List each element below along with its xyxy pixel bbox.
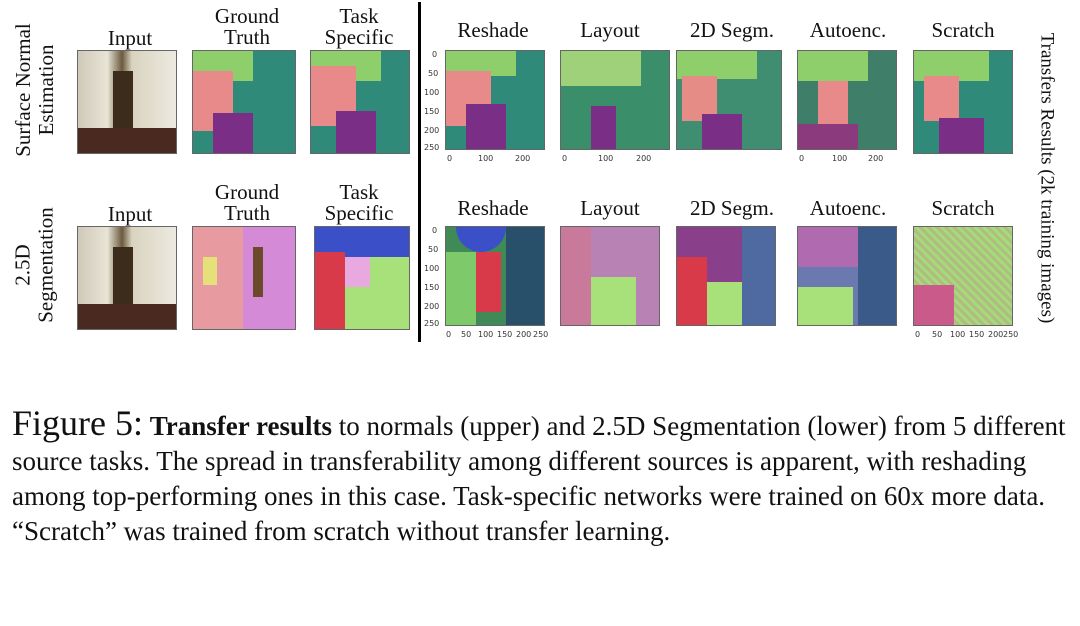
task-specific-segmentation-image (314, 226, 410, 330)
2d-segm-segmentation-transfer (676, 226, 776, 326)
divider-line (418, 2, 421, 342)
layout-segmentation-transfer (560, 226, 660, 326)
row-label-surface-normal: Surface Normal Estimation (11, 23, 58, 157)
ground-truth-normals-image (192, 50, 296, 154)
x-tick: 150 (497, 330, 513, 339)
reshade-segmentation-transfer (445, 226, 545, 326)
x-tick: 100 (478, 330, 494, 339)
x-tick: 0 (562, 154, 568, 163)
x-tick: 200 (868, 154, 884, 163)
x-tick: 50 (932, 330, 943, 339)
input-image-hallway (77, 226, 177, 330)
col-title-scratch: Scratch (931, 196, 995, 220)
col-title-task-specific: Task Specific (324, 4, 394, 49)
scratch-segmentation-transfer (913, 226, 1013, 326)
input-image-hallway (77, 50, 177, 154)
col-title-2d-segm: 2D Segm. (690, 18, 774, 42)
y-tick: 0 (432, 226, 438, 235)
figure-label: Figure 5: (12, 403, 143, 443)
col-title-ground-truth: Ground Truth (214, 4, 280, 49)
x-tick: 100 (598, 154, 614, 163)
col-title-ground-truth: Ground Truth (214, 180, 280, 225)
x-tick: 100 (950, 330, 966, 339)
x-tick: 100 (832, 154, 848, 163)
x-tick: 250 (533, 330, 549, 339)
y-tick: 0 (432, 50, 438, 59)
x-tick: 0 (446, 330, 452, 339)
col-title-input: Input (107, 26, 153, 50)
transfers-results-label: Transfers Results (2k training images) (1036, 32, 1058, 324)
autoenc-segmentation-transfer (797, 226, 897, 326)
layout-normals-transfer (560, 50, 670, 150)
y-tick: 50 (428, 245, 439, 254)
x-tick: 200 (516, 330, 532, 339)
y-tick: 150 (424, 283, 440, 292)
scratch-normals-transfer (913, 50, 1013, 154)
x-tick: 200 (988, 330, 1004, 339)
col-title-reshade: Reshade (457, 18, 529, 42)
reshade-normals-transfer (445, 50, 545, 150)
y-tick: 50 (428, 69, 439, 78)
col-title-layout: Layout (580, 18, 640, 42)
y-tick: 150 (424, 107, 440, 116)
x-tick: 50 (461, 330, 472, 339)
x-tick: 0 (915, 330, 921, 339)
row-label-25d-segmentation: 2.5D Segmentation (11, 207, 59, 323)
col-title-autoenc: Autoenc. (809, 196, 887, 220)
y-tick: 100 (424, 264, 440, 273)
y-tick: 100 (424, 88, 440, 97)
y-tick: 250 (424, 143, 440, 152)
y-tick: 200 (424, 126, 440, 135)
x-tick: 200 (515, 154, 531, 163)
caption-text: to normals (upper) and 2.5D Segmentation… (12, 411, 1066, 546)
col-title-autoenc: Autoenc. (809, 18, 887, 42)
caption-bold: Transfer results (149, 411, 332, 441)
autoenc-normals-transfer (797, 50, 897, 150)
x-tick: 0 (447, 154, 453, 163)
figure-caption: Figure 5: Transfer results to normals (u… (12, 403, 1072, 549)
2d-segm-normals-transfer (676, 50, 782, 150)
col-title-scratch: Scratch (931, 18, 995, 42)
col-title-layout: Layout (580, 196, 640, 220)
col-title-input: Input (107, 202, 153, 226)
task-specific-normals-image (310, 50, 410, 154)
x-tick: 150 (969, 330, 985, 339)
col-title-task-specific: Task Specific (324, 180, 394, 225)
col-title-reshade: Reshade (457, 196, 529, 220)
x-tick: 0 (799, 154, 805, 163)
x-tick: 200 (636, 154, 652, 163)
col-title-2d-segm: 2D Segm. (690, 196, 774, 220)
ground-truth-segmentation-image (192, 226, 296, 330)
x-tick: 250 (1003, 330, 1019, 339)
y-tick: 250 (424, 319, 440, 328)
y-tick: 200 (424, 302, 440, 311)
x-tick: 100 (478, 154, 494, 163)
